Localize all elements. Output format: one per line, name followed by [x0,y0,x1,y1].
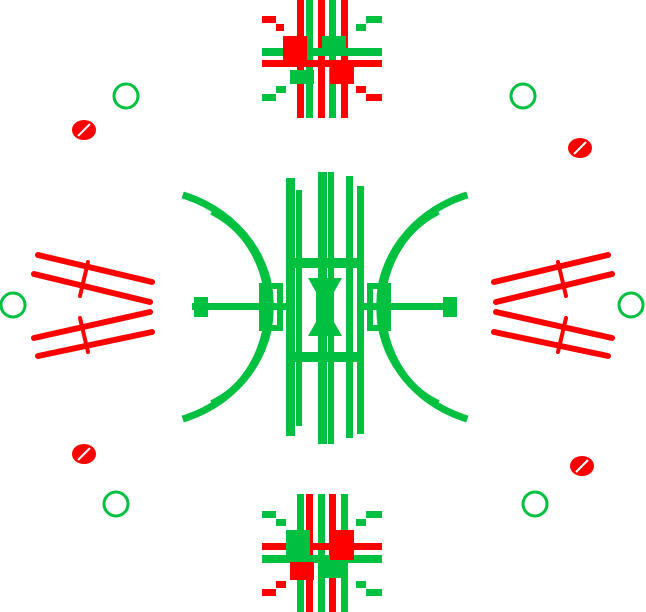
ring-bottom-left [102,490,130,518]
ring-top-right [509,82,537,110]
bottom-nub-3 [366,511,382,518]
red-dot-top-right [568,138,592,158]
center-hbar-bottom [290,352,360,362]
ring-bottom-right [521,490,549,518]
bottom-block-green [286,530,310,556]
right-bar-2 [493,271,615,305]
bottom-cross [262,494,382,612]
right-crossbar-2 [556,316,568,354]
center-arcs [181,191,469,423]
ring-left [0,291,27,319]
right-arm-tip [443,297,457,317]
top-nub-1 [262,16,276,23]
right-bars [491,252,615,359]
left-crossbar-1 [78,260,90,298]
center-core [316,292,334,322]
right-crossbar-1 [556,260,568,298]
bottom-nub-1 [262,511,276,518]
top-bar-red-2 [318,0,325,118]
top-hbar-red [262,60,382,67]
ring-top-left [112,82,140,110]
bottom-nub-8 [356,581,366,588]
red-dot-top-left [72,120,96,140]
bottom-nub-2 [276,519,286,526]
bottom-nub-7 [366,589,382,596]
center-right-arm [362,303,457,310]
red-dot-bottom-left [72,444,96,464]
right-inner-arc [378,208,440,407]
top-block-red-left [283,36,307,66]
bottom-nub-6 [276,581,286,588]
bottom-block-red [330,530,354,560]
top-nub-8 [356,86,366,93]
center-diamond-bottom [308,322,342,336]
right-bar-1 [491,252,611,285]
top-nub-4 [356,24,366,31]
left-inner-arc [210,208,272,407]
top-nub-2 [276,24,284,31]
top-nub-7 [366,94,382,101]
left-arm-tip [194,297,208,317]
left-crossbar-2 [78,316,90,354]
left-bar-2 [31,271,153,305]
left-bar-4 [35,329,155,359]
red-dots [72,120,594,476]
bottom-hbar-red [262,543,382,550]
center-bar-5 [346,176,353,438]
top-nub-6 [276,86,286,93]
left-bar-1 [35,252,155,285]
center-figure [192,172,457,444]
red-dot-bottom-right [570,456,594,476]
bottom-block-green-right [322,562,346,578]
top-bar-green-1 [306,0,313,118]
center-diamond-top [308,278,342,292]
bottom-bar-green-2 [318,494,325,612]
bottom-nub-5 [262,589,276,596]
center-hbar-top [290,258,360,268]
top-bar-red-3 [341,0,348,118]
left-bar-3 [31,309,153,341]
bottom-hbar-green [262,555,382,563]
bottom-nub-4 [356,519,366,526]
ring-right [617,291,645,319]
center-bar-2 [296,190,302,426]
right-bar-3 [493,309,615,341]
top-block-green-left [290,70,314,84]
top-nub-5 [262,94,276,101]
top-block-green [322,36,346,56]
left-bars [31,252,155,359]
top-bar-green-2 [329,0,336,118]
top-block-red-right [330,66,354,84]
center-bar-1 [286,178,295,436]
top-nub-3 [366,16,382,23]
top-cross [262,0,382,118]
center-left-arm [192,303,287,310]
rings [0,82,645,518]
right-bar-4 [491,329,611,359]
bottom-block-red-left [290,562,314,580]
center-bar-6 [357,186,364,434]
